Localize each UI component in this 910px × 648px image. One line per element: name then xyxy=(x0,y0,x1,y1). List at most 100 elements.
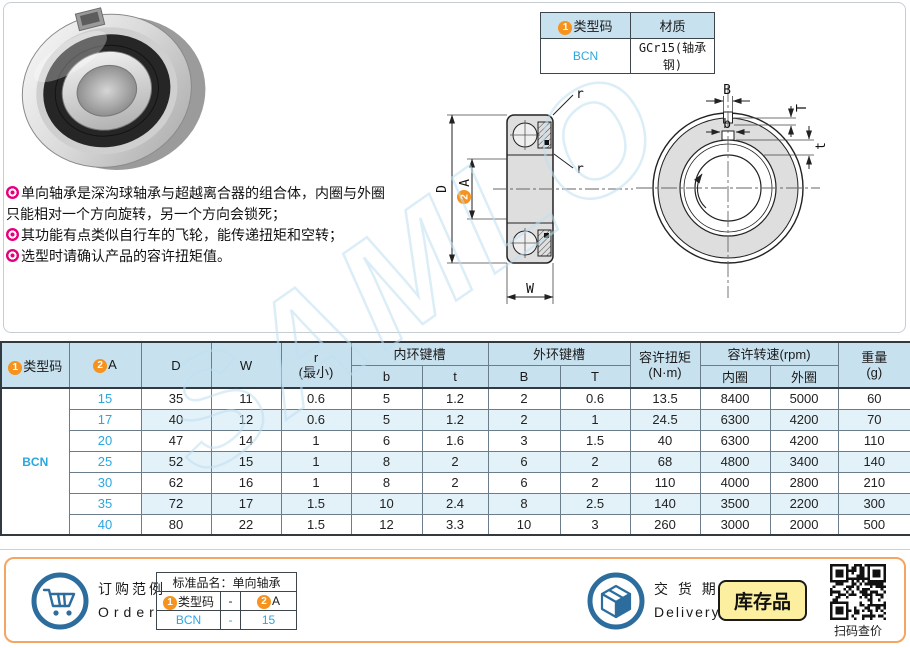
circled-2-icon xyxy=(457,190,471,204)
spec-cell: 1 xyxy=(280,450,352,473)
dim-label-W: W xyxy=(526,282,534,297)
col-header-outer-T: T xyxy=(559,364,631,389)
dim-label-A-circle: 2 xyxy=(460,194,471,200)
a-value-cell[interactable]: 15 xyxy=(68,387,142,410)
delivery-title-cn: 交 货 期 xyxy=(654,581,719,597)
col-header-speed: 容许转速(rpm) xyxy=(699,341,839,366)
delivery-box-icon xyxy=(587,572,645,630)
spec-cell: 6300 xyxy=(699,429,771,452)
spec-cell: 8 xyxy=(350,471,423,494)
order-example-a[interactable]: 15 xyxy=(240,610,297,630)
order-example-dash: - xyxy=(220,610,241,630)
circled-2-icon: 2 xyxy=(256,594,271,609)
a-value-cell[interactable]: 40 xyxy=(68,513,142,536)
bullseye-bullet-icon xyxy=(6,228,19,241)
delivery-title-en: Delivery xyxy=(654,604,721,620)
table-row: 17 40 12 0.6 5 1.2 2 1 24.5 6300 4200 70 xyxy=(1,408,910,431)
delivery-section-title: 交 货 期 Delivery xyxy=(654,579,721,620)
section-divider xyxy=(0,549,910,550)
spec-cell: 40 xyxy=(629,429,701,452)
type-code-header: 1 类型码 xyxy=(540,12,631,39)
a-value-cell[interactable]: 35 xyxy=(68,492,142,515)
spec-cell: 3500 xyxy=(699,492,771,515)
type-material-table: 1 类型码 材质 BCN GCr15(轴承钢) xyxy=(540,12,715,74)
spec-cell: 2000 xyxy=(769,513,839,536)
table-row: 40 80 22 1.5 12 3.3 10 3 260 3000 2000 500 xyxy=(1,513,910,536)
spec-cell: 140 xyxy=(837,450,910,473)
dim-label-t: t xyxy=(814,142,829,150)
spec-cell: 2800 xyxy=(769,471,839,494)
spec-cell: 17 xyxy=(210,492,282,515)
dim-label-b: b xyxy=(723,117,731,132)
spec-cell: 2200 xyxy=(769,492,839,515)
product-photo-bearing xyxy=(21,7,206,170)
spec-cell: 2 xyxy=(421,450,489,473)
description-line: 选型时请确认产品的容许扭矩值。 xyxy=(6,246,396,267)
spec-cell: 300 xyxy=(837,492,910,515)
spec-cell: 140 xyxy=(629,492,701,515)
spec-cell: 52 xyxy=(140,450,212,473)
spec-cell: 60 xyxy=(837,387,910,410)
spec-cell: 0.6 xyxy=(280,387,352,410)
stock-badge: 库存品 xyxy=(718,580,808,621)
top-section-frame xyxy=(3,2,906,333)
spec-cell: 6 xyxy=(487,450,561,473)
spec-cell: 4200 xyxy=(769,429,839,452)
circled-1-icon: 1 xyxy=(162,595,177,610)
spec-cell: 1.6 xyxy=(421,429,489,452)
col-header-weight: 重量 (g) xyxy=(837,341,910,389)
spec-cell: 210 xyxy=(837,471,910,494)
spec-cell: 2 xyxy=(487,408,561,431)
spec-cell: 40 xyxy=(140,408,212,431)
spec-cell: 8 xyxy=(350,450,423,473)
a-value-cell[interactable]: 30 xyxy=(68,471,142,494)
spec-cell: 14 xyxy=(210,429,282,452)
spec-cell: 35 xyxy=(140,387,212,410)
qr-caption: 扫码查价 xyxy=(833,624,882,638)
spec-cell: 10 xyxy=(350,492,423,515)
front-view-drawing: B T b t xyxy=(636,83,829,298)
col-header-outer-keyway: 外环键槽 xyxy=(487,341,631,366)
spec-cell: 16 xyxy=(210,471,282,494)
a-value-cell[interactable]: 17 xyxy=(68,408,142,431)
spec-cell: 13.5 xyxy=(629,387,701,410)
order-example-type[interactable]: BCN xyxy=(156,610,221,630)
spec-cell: 12 xyxy=(210,408,282,431)
spec-cell: 2 xyxy=(421,471,489,494)
spec-cell: 24.5 xyxy=(629,408,701,431)
type-code-cell[interactable]: BCN xyxy=(0,387,70,536)
spec-cell: 1.5 xyxy=(280,513,352,536)
spec-cell: 8400 xyxy=(699,387,771,410)
spec-cell: 1 xyxy=(559,408,631,431)
spec-cell: 68 xyxy=(629,450,701,473)
spec-cell: 5000 xyxy=(769,387,839,410)
description-text: 选型时请确认产品的容许扭矩值。 xyxy=(21,248,231,264)
product-description: 单向轴承是深沟球轴承与超越离合器的组合体，内圈与外圈只能相对一个方向旋转，另一个… xyxy=(6,183,396,267)
circled-2-icon: 2 xyxy=(93,359,108,373)
col-header-type-code: 1 类型码 xyxy=(0,341,70,389)
spec-cell: 6 xyxy=(350,429,423,452)
material-header: 材质 xyxy=(630,12,715,39)
col-header-inner-keyway: 内环键槽 xyxy=(350,341,489,366)
col-header-speed-inner: 内圈 xyxy=(699,364,771,389)
bullseye-bullet-icon xyxy=(6,186,19,199)
a-value-cell[interactable]: 20 xyxy=(68,429,142,452)
spec-cell: 4000 xyxy=(699,471,771,494)
spec-cell: 3000 xyxy=(699,513,771,536)
spec-cell: 3 xyxy=(487,429,561,452)
spec-cell: 110 xyxy=(837,429,910,452)
spec-cell: 6 xyxy=(487,471,561,494)
spec-cell: 2 xyxy=(559,450,631,473)
spec-cell: 1.2 xyxy=(421,408,489,431)
table-row: BCN 15 35 11 0.6 5 1.2 2 0.6 13.5 8400 5000 60 xyxy=(0,387,910,536)
qr-code xyxy=(830,564,886,620)
spec-cell: 0.6 xyxy=(280,408,352,431)
col-header-inner-t: t xyxy=(421,364,489,389)
a-value-cell[interactable]: 25 xyxy=(68,450,142,473)
description-line: 其功能有点类似自行车的飞轮，能传递扭矩和空转； xyxy=(6,225,396,246)
